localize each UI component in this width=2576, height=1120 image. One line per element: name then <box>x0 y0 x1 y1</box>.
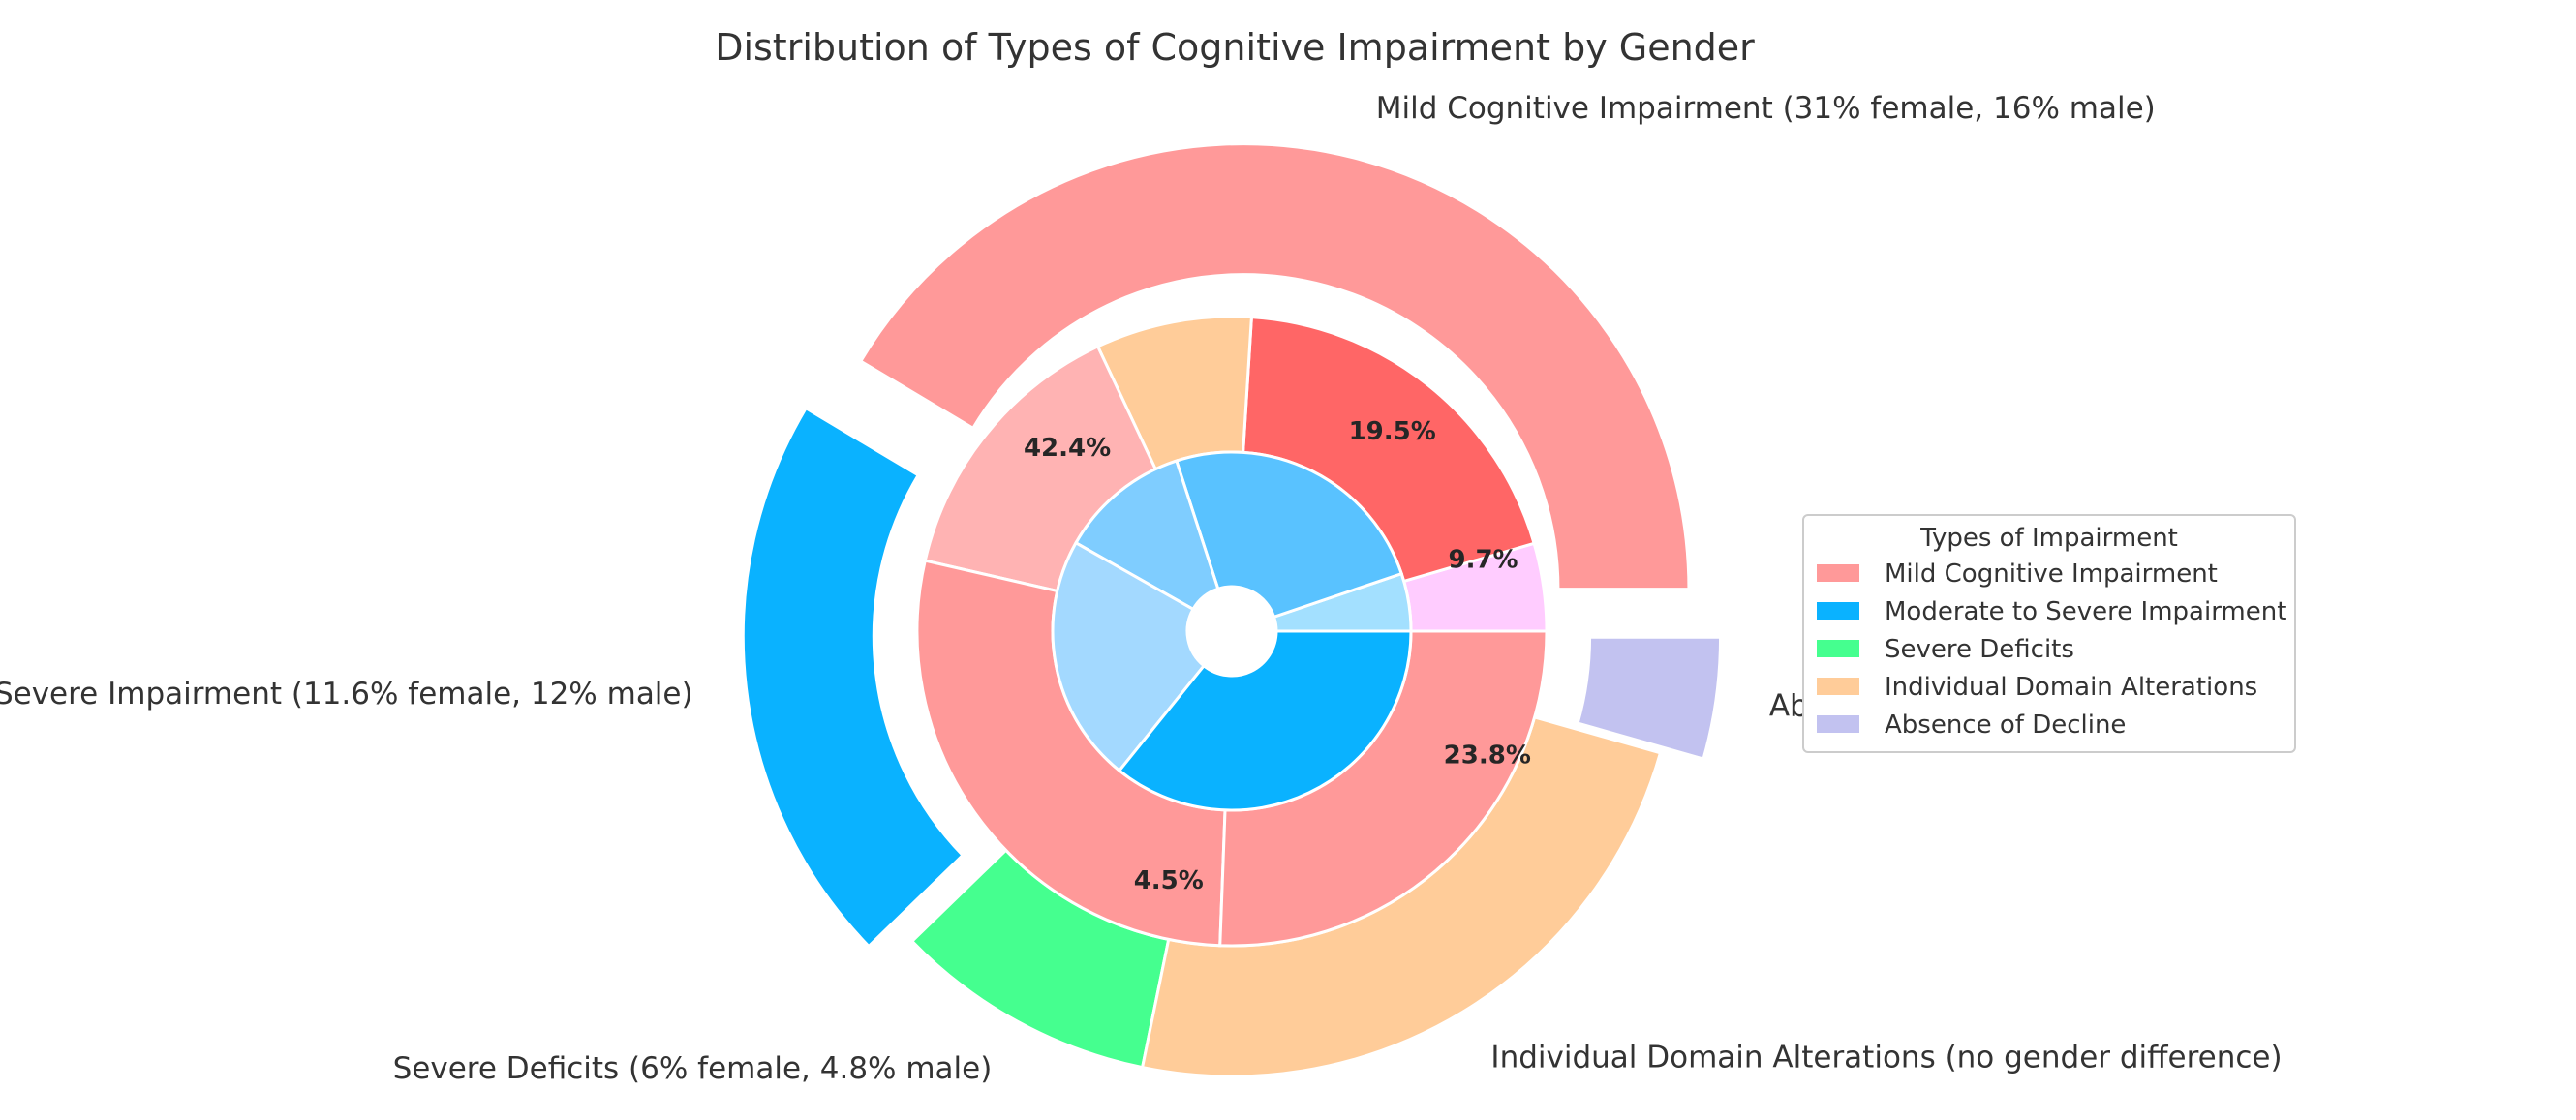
pct-label-4: 42.4% <box>1024 434 1111 463</box>
legend-label-individual-domain-alterations: Individual Domain Alterations <box>1885 673 2257 702</box>
legend-label-mild-cognitive-impairment: Mild Cognitive Impairment <box>1885 560 2218 589</box>
pct-label-2: 19.5% <box>1349 417 1436 446</box>
legend-items: Mild Cognitive Impairment Moderate to Sev… <box>1817 560 2286 740</box>
inner-slice-5 <box>1117 629 1413 812</box>
legend-label-absence-of-decline: Absence of Decline <box>1885 711 2126 740</box>
outer-label-mild-cognitive-impairment: Mild Cognitive Impairment (31% female, 1… <box>1376 91 2156 126</box>
legend-swatch-mild-cognitive-impairment <box>1817 564 1859 582</box>
outer-slice-mild-cognitive-impairment <box>858 142 1691 591</box>
inner-slice-4 <box>1051 540 1207 773</box>
outer-label-moderate-to-severe-impairment: Moderate to Severe Impairment (11.6% fem… <box>0 677 693 711</box>
middle-ring <box>915 315 1549 948</box>
outer-label-individual-domain-alterations: Individual Domain Alterations (no gender… <box>1490 1040 2282 1075</box>
percentage-labels: 19.5% 42.4% 4.5% 23.8% 9.7% <box>1024 417 1531 895</box>
pct-label-6: 23.8% <box>1444 742 1531 771</box>
legend-swatch-absence-of-decline <box>1817 715 1859 733</box>
legend-label-moderate-to-severe-impairment: Moderate to Severe Impairment <box>1885 597 2286 626</box>
legend-label-severe-deficits: Severe Deficits <box>1885 635 2074 664</box>
legend: Types of Impairment Mild Cognitive Impai… <box>1802 514 2296 753</box>
legend-swatch-moderate-to-severe-impairment <box>1817 602 1859 620</box>
pct-label-5: 4.5% <box>1134 866 1204 895</box>
slice-labels: Mild Cognitive Impairment (31% female, 1… <box>0 91 2283 1086</box>
inner-ring <box>1051 450 1413 812</box>
inner-slice-3 <box>1073 459 1220 612</box>
inner-slice-2 <box>1174 450 1404 620</box>
legend-title: Types of Impairment <box>1919 524 2178 553</box>
outer-slice-absence-of-decline <box>1576 635 1723 761</box>
chart-title: Distribution of Types of Cognitive Impai… <box>715 26 1755 69</box>
outer-label-severe-deficits: Severe Deficits (6% female, 4.8% male) <box>393 1051 993 1086</box>
outer-slice-moderate-to-severe-impairment <box>741 406 966 949</box>
pct-annotation-1: 9.7% <box>1448 546 1518 575</box>
legend-swatch-individual-domain-alterations <box>1817 678 1859 695</box>
legend-box <box>1802 514 2296 753</box>
legend-swatch-severe-deficits <box>1817 640 1859 657</box>
